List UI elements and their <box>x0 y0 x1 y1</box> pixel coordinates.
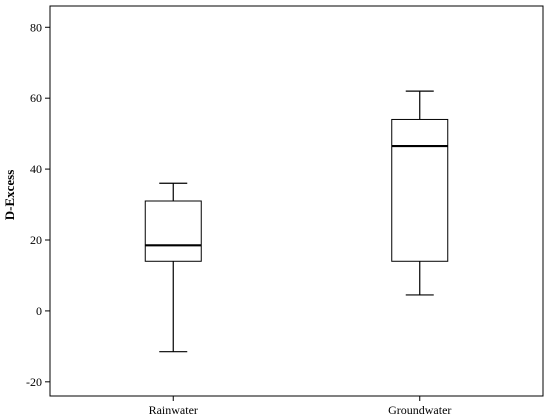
iqr-box-groundwater <box>391 118 449 262</box>
x-tick-label-0: Rainwater <box>149 403 198 417</box>
y-tick-label-4: 60 <box>30 91 42 105</box>
iqr-box-rainwater <box>144 200 202 262</box>
boxes <box>144 90 449 353</box>
y-axis-title: D-Excess <box>2 170 17 221</box>
y-tick-label-1: 0 <box>36 304 42 318</box>
y-tick-label-3: 40 <box>30 162 42 176</box>
box-groundwater <box>391 90 449 296</box>
plot-frame <box>49 5 544 397</box>
y-axis: -20 0 20 40 60 80 <box>26 20 50 389</box>
x-tick-label-1: Groundwater <box>388 403 451 417</box>
box-rainwater <box>144 182 202 353</box>
y-tick-label-2: 20 <box>30 233 42 247</box>
y-tick-label-0: -20 <box>26 375 42 389</box>
x-axis: Rainwater Groundwater <box>149 396 451 417</box>
y-tick-label-5: 80 <box>30 20 42 34</box>
